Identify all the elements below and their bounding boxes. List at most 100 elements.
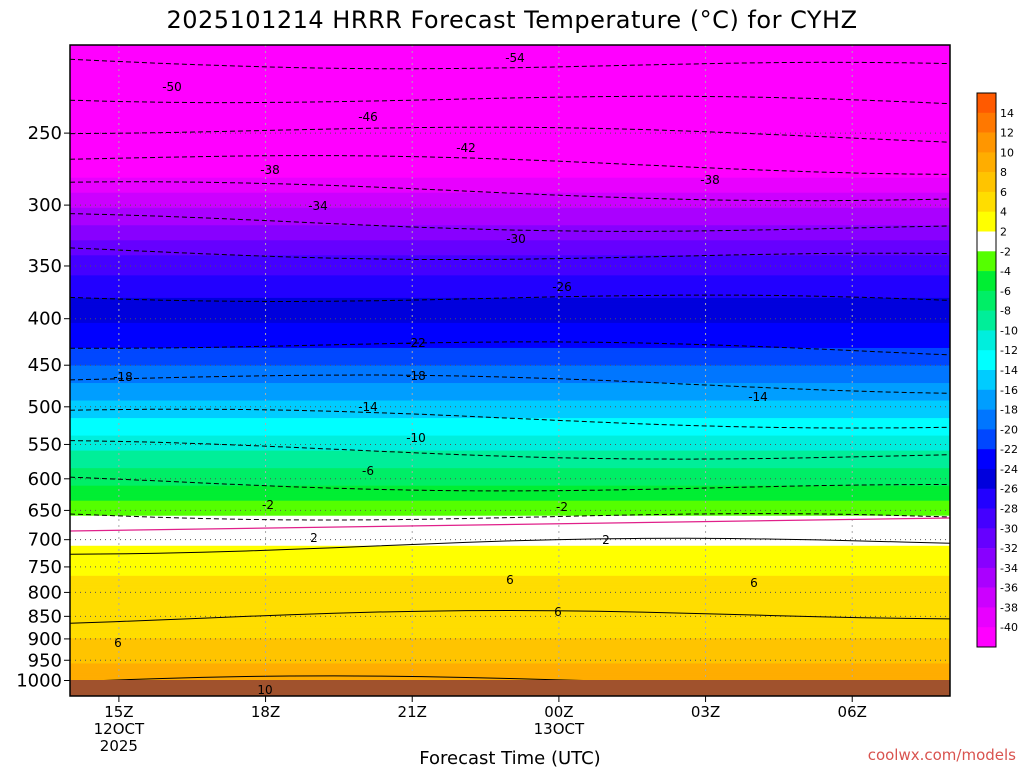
temperature-band (70, 648, 950, 652)
temperature-band (70, 445, 950, 449)
temperature-band (70, 518, 950, 522)
temperature-band (70, 423, 950, 427)
temperature-band (70, 670, 950, 675)
temperature-band (70, 400, 950, 404)
contour-label: -50 (162, 80, 182, 94)
isotherm-line (70, 513, 950, 521)
temperature-band (70, 165, 950, 169)
colorbar: 14 12 10 8 6 4 2 -2 -4 -6 -8 -10 -12 -14 -16 -18 -20 -22 -… (976, 92, 1018, 648)
temperature-band (70, 207, 950, 211)
temperature-band (70, 635, 950, 640)
colorbar-swatch (977, 191, 996, 213)
temperature-band (70, 575, 950, 579)
temperature-band (70, 212, 950, 216)
temperature-band (70, 395, 950, 399)
temperature-band (70, 220, 950, 224)
temperature-band (70, 383, 950, 387)
isotherm-line (70, 58, 950, 70)
temperature-band (70, 362, 950, 367)
temperature-band (70, 598, 950, 602)
temperature-band (70, 47, 950, 51)
temperature-band (70, 67, 950, 71)
temperature-band (70, 107, 950, 111)
temperature-band (70, 70, 950, 74)
temperature-band (70, 210, 950, 214)
x-tick-label: 13OCT (534, 720, 585, 738)
y-tick-label: 1000 (16, 671, 62, 692)
temperature-band (70, 368, 950, 372)
temperature-band (70, 265, 950, 269)
temperature-band (70, 478, 950, 482)
ground-band (70, 680, 950, 696)
temperature-band (70, 345, 950, 349)
temperature-band (70, 453, 950, 457)
colorbar-swatch (977, 251, 996, 272)
temperature-band (70, 197, 950, 201)
contour-label: -38 (260, 163, 280, 177)
temperature-band (70, 172, 950, 176)
temperature-band (70, 365, 950, 369)
temperature-band (70, 237, 950, 241)
temperature-band (70, 533, 950, 537)
colorbar-tick-label: -38 (1000, 601, 1018, 614)
colorbar-tick-label: -40 (1000, 621, 1018, 634)
temperature-band (70, 650, 950, 655)
temperature-band (70, 315, 950, 319)
temperature-band (70, 668, 950, 672)
contour-label: -18 (113, 370, 133, 384)
temperature-band (70, 355, 950, 359)
temperature-band (70, 155, 950, 159)
temperature-band (70, 610, 950, 614)
temperature-band (70, 232, 950, 236)
temperature-band (70, 240, 950, 244)
temperature-band (70, 187, 950, 191)
y-tick-label: 750 (28, 557, 62, 578)
x-tick-label: 12OCT (94, 720, 145, 738)
temperature-band (70, 317, 950, 322)
temperature-band (70, 200, 950, 204)
temperature-band (70, 548, 950, 552)
colorbar-tick-label: 2 (1000, 226, 1007, 239)
colorbar-tick-label: -26 (1000, 483, 1018, 496)
temperature-band (70, 520, 950, 524)
temperature-band (70, 645, 950, 650)
colorbar-swatch (977, 330, 996, 351)
isotherm-line (70, 126, 950, 143)
temperature-band (70, 640, 950, 645)
temperature-band (70, 628, 950, 632)
colorbar-swatch (977, 587, 996, 608)
contour-label: 6 (506, 573, 514, 587)
temperature-band (70, 312, 950, 317)
colorbar-swatch (977, 449, 996, 470)
temperature-band (70, 100, 950, 104)
temperature-band (70, 110, 950, 114)
contour-label: -54 (505, 51, 525, 65)
colorbar-tick-label: -14 (1000, 364, 1018, 377)
temperature-band (70, 260, 950, 264)
colorbar-swatch (977, 607, 996, 628)
contour-labels: -54-50-46-42-38-38-34-30-26-22-18 -18-14-… (113, 51, 768, 697)
temperature-band (70, 280, 950, 284)
temperature-band (70, 350, 950, 354)
colorbar-tick-label: -32 (1000, 542, 1018, 555)
temperature-band (70, 580, 950, 584)
temperature-band (70, 638, 950, 642)
temperature-band (70, 595, 950, 599)
temperature-band (70, 272, 950, 276)
temperature-band (70, 330, 950, 334)
temperature-band (70, 510, 950, 514)
temperature-band (70, 267, 950, 271)
temperature-band (70, 390, 950, 394)
temperature-band (70, 418, 950, 422)
temperature-band (70, 380, 950, 384)
temperature-band (70, 242, 950, 246)
colorbar-tick-label: -22 (1000, 443, 1018, 456)
temperature-band (70, 488, 950, 492)
temperature-band (70, 147, 950, 151)
contour-label: 6 (114, 636, 122, 650)
temperature-band (70, 295, 950, 299)
temperature-band (70, 623, 950, 627)
temperature-band (70, 325, 950, 329)
